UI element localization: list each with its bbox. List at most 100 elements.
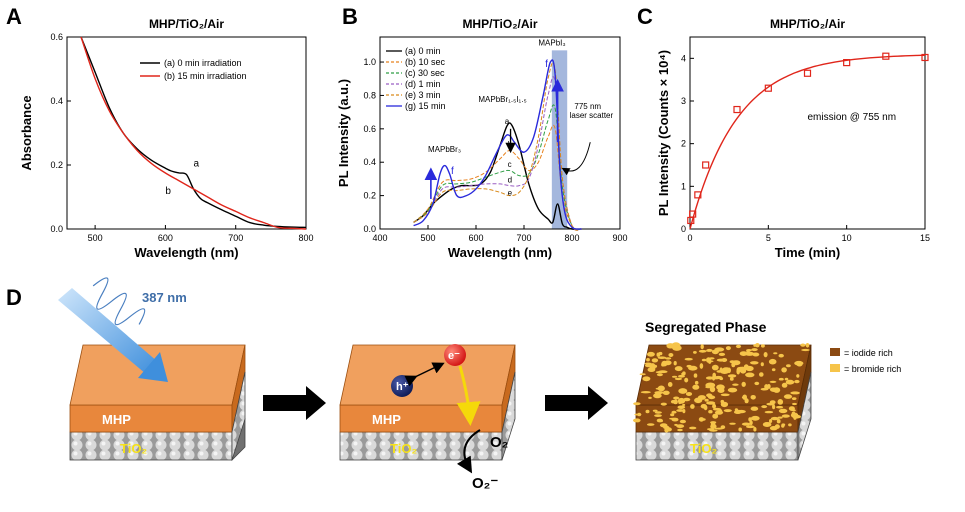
data-point xyxy=(921,53,929,62)
bromide-domain xyxy=(792,402,797,406)
x-tick-label: 0 xyxy=(687,233,692,243)
hole-label: h⁺ xyxy=(396,381,409,393)
bromide-domain xyxy=(693,351,697,354)
mhp-label-1: MHP xyxy=(102,412,131,427)
bromide-domain xyxy=(700,404,707,409)
x-axis-label: Time (min) xyxy=(775,245,841,260)
panel-letter-d: D xyxy=(6,285,22,310)
bromide-domain xyxy=(678,388,688,394)
bromide-domain xyxy=(673,361,677,366)
bromide-domain xyxy=(723,409,732,413)
bromide-domain xyxy=(698,417,705,422)
excitation-beam xyxy=(58,288,158,374)
panel-letter-c: C xyxy=(637,4,653,29)
x-tick-label: 700 xyxy=(228,233,243,243)
y-tick-label: 2 xyxy=(681,139,686,149)
chart-title: MHP/TiO₂/Air xyxy=(149,17,224,31)
bromide-domain xyxy=(796,374,800,378)
bromide-domain xyxy=(707,395,714,398)
process-arrow-1 xyxy=(263,386,326,420)
bromide-domain xyxy=(678,374,685,378)
plot-frame xyxy=(379,36,621,230)
bromide-domain xyxy=(699,363,704,369)
data-point xyxy=(764,84,772,92)
chart-annotation: emission @ 755 nm xyxy=(808,112,897,123)
bromide-domain xyxy=(770,416,779,421)
bromide-domain xyxy=(706,360,714,363)
data-point xyxy=(689,210,697,218)
x-tick-label: 600 xyxy=(468,233,483,243)
bromide-domain xyxy=(762,422,772,427)
x-tick-label: 500 xyxy=(88,233,103,243)
bromide-domain xyxy=(677,397,686,404)
bromide-domain xyxy=(769,419,773,423)
y-axis-label: PL Intensity (a.u.) xyxy=(336,79,351,187)
bromide-domain xyxy=(767,384,771,389)
mhp-front-2 xyxy=(339,404,503,433)
bromide-domain xyxy=(642,376,651,382)
legend-iodide-swatch xyxy=(830,348,840,356)
bromide-domain xyxy=(781,414,790,418)
bromide-domain xyxy=(693,373,698,378)
bromide-domain xyxy=(720,425,726,429)
bromide-domain xyxy=(711,349,719,355)
bromide-domain xyxy=(760,344,765,348)
x-tick-label: 600 xyxy=(158,233,173,243)
bromide-domain xyxy=(706,348,713,352)
bromide-domain xyxy=(677,405,686,410)
bromide-domain xyxy=(664,360,672,366)
bromide-domain xyxy=(654,414,662,417)
legend-label: (c) 30 sec xyxy=(405,68,445,78)
bromide-domain xyxy=(742,367,751,370)
peak-label: MAPbI₃ xyxy=(538,38,565,47)
bromide-domain xyxy=(710,424,717,429)
bromide-domain xyxy=(711,364,719,371)
y-tick-label: 0.6 xyxy=(363,124,376,134)
bromide-domain xyxy=(717,388,725,393)
bromide-domain xyxy=(788,423,792,427)
bromide-domain xyxy=(783,394,793,399)
laser-scatter-label: 775 nm laser scatter xyxy=(570,102,614,120)
mhp-stack-2: MHP TiO₂ h⁺ e⁻ O₂ O₂⁻ xyxy=(339,344,516,492)
photon-wave-icon xyxy=(92,277,146,326)
bromide-domain xyxy=(697,395,706,400)
legend-label: (e) 3 min xyxy=(405,90,441,100)
bromide-domain xyxy=(654,411,662,414)
x-tick-label: 5 xyxy=(766,233,771,243)
bromide-domain xyxy=(677,428,683,432)
legend-label: (b) 10 sec xyxy=(405,57,446,67)
bromide-domain xyxy=(777,416,783,419)
bromide-domain xyxy=(657,356,667,360)
bromide-domain xyxy=(770,387,779,392)
bromide-domain xyxy=(727,387,738,393)
bromide-domain xyxy=(685,392,693,396)
bromide-domain xyxy=(670,413,675,417)
data-point xyxy=(702,161,710,169)
bromide-domain xyxy=(791,411,796,415)
bromide-domain xyxy=(676,424,685,428)
mhp-stack-1: MHP TiO₂ 387 nm xyxy=(58,277,246,461)
bromide-domain xyxy=(647,423,655,426)
bromide-domain xyxy=(672,375,678,378)
bromide-domain xyxy=(760,387,769,391)
superoxide-label: O₂⁻ xyxy=(472,475,498,492)
bromide-domain xyxy=(769,426,778,431)
bromide-domain xyxy=(725,346,731,351)
bromide-domain xyxy=(741,381,746,387)
bromide-domain xyxy=(674,366,683,372)
bromide-rich-domains xyxy=(633,342,810,433)
series-line xyxy=(413,104,582,231)
y-tick-label: 0.4 xyxy=(363,157,376,167)
bromide-domain xyxy=(731,360,741,366)
bromide-domain xyxy=(777,399,784,405)
bromide-domain xyxy=(759,372,764,377)
bromide-domain xyxy=(673,396,680,400)
legend-bromide-swatch xyxy=(830,364,840,372)
mhp-top-2 xyxy=(339,344,516,406)
bromide-domain xyxy=(768,358,777,365)
curve-annotation: a xyxy=(505,117,510,126)
bromide-domain xyxy=(786,364,791,368)
bromide-domain xyxy=(648,396,652,399)
tio2-side-upper xyxy=(231,371,246,461)
series-line xyxy=(80,36,307,230)
